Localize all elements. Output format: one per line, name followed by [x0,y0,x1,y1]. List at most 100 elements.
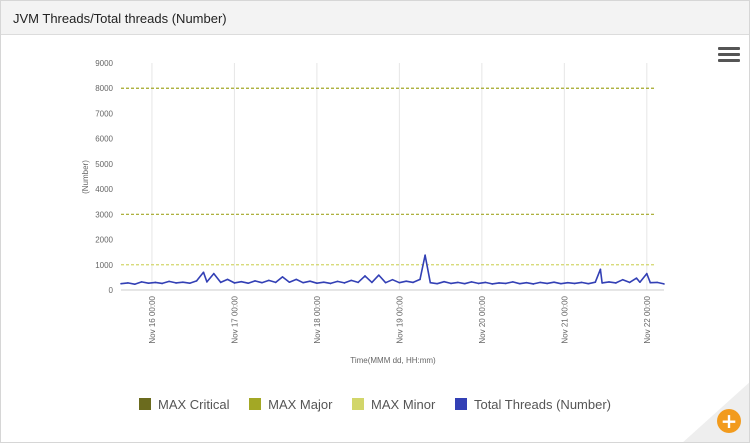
legend-swatch [138,398,151,410]
data-point [295,278,298,281]
data-point [532,283,535,285]
legend-item-max-critical[interactable]: MAX Critical [138,397,230,412]
data-point [599,268,602,271]
data-point [147,282,150,284]
zoom-symbol: + [720,409,738,433]
y-tick-label: 7000 [95,109,113,118]
x-tick-label: Nov 21 00:00 [560,295,569,343]
data-point [463,282,466,285]
data-point [350,279,353,282]
data-point [649,281,652,284]
data-point [233,282,236,284]
data-point [202,271,205,274]
data-point [635,277,638,279]
data-point [281,276,284,278]
data-point [154,281,157,284]
data-point [240,280,243,283]
y-tick-label: 6000 [95,135,113,144]
data-point [247,282,249,284]
data-point [127,282,129,284]
data-point [518,282,521,285]
data-point [161,282,164,285]
x-tick-label: Nov 18 00:00 [313,295,322,343]
data-point [587,282,590,285]
x-tick-label: Nov 22 00:00 [643,295,652,343]
y-tick-label: 5000 [95,160,113,169]
data-point [615,282,617,284]
data-point [182,281,184,283]
legend-label: Total Threads (Number) [473,397,612,412]
data-point [267,279,270,282]
legend-swatch [352,398,365,410]
y-tick-label: 1000 [95,261,113,270]
data-point [491,283,493,285]
data-point [168,280,170,283]
data-point [357,281,359,284]
y-tick-label: 9000 [95,59,113,68]
data-point [450,282,452,285]
legend-label: MAX Minor [371,397,436,412]
data-point [443,280,445,283]
legend-item-total-threads[interactable]: Total Threads (Number) [454,397,612,412]
y-tick-label: 3000 [95,210,113,219]
data-point [646,272,648,275]
data-point [566,281,569,284]
y-tick-label: 4000 [95,185,113,194]
data-point [219,281,222,284]
data-point [663,283,665,285]
data-point [553,281,555,283]
data-point [329,282,332,285]
data-point [274,281,277,284]
legend-item-max-major[interactable]: MAX Major [249,397,332,412]
data-point [628,281,631,284]
threshold-lines [121,87,654,266]
data-point [419,278,421,281]
y-tick-label: 2000 [95,236,113,245]
data-point [621,278,624,281]
chart-grid [151,63,648,290]
panel-title: JVM Threads/Total threads (Number) [13,11,227,26]
zoom-in-icon[interactable]: + [717,409,741,433]
data-point [212,272,215,275]
legend-item-max-minor[interactable]: MAX Minor [352,397,435,412]
data-point [384,281,387,284]
data-point [498,282,500,284]
data-point [195,280,198,282]
legend-swatch [249,398,262,410]
data-point [594,281,597,283]
data-point [377,274,380,276]
data-point [412,281,414,284]
data-point [484,281,487,284]
data-point [639,281,641,283]
data-point [226,278,229,281]
data-point [254,280,256,282]
data-point [429,281,432,284]
y-axis: 0 1000 2000 3000 4000 5000 6000 7000 8000 9000 [95,59,113,295]
data-point [288,281,291,283]
data-point [546,282,548,285]
x-tick-label: Nov 20 00:00 [478,295,487,343]
data-point [580,281,583,284]
data-point [120,282,122,285]
data-point [343,282,346,284]
data-point [436,282,438,285]
x-tick-label: Nov 16 00:00 [148,295,157,343]
hamburger-menu-icon[interactable] [718,47,740,65]
data-point [302,281,304,284]
data-point [505,282,507,285]
data-point [525,281,528,284]
x-axis: Nov 16 00:00 Nov 17 00:00 Nov 18 00:00 Nov … [121,289,664,344]
data-point [511,281,514,283]
series-layer [120,254,665,285]
data-point [424,254,426,256]
data-point [364,275,366,277]
x-tick-label: Nov 19 00:00 [395,295,404,343]
line-chart: 0 1000 2000 3000 4000 5000 6000 7000 8000 9000 No… [81,59,665,365]
x-axis-label: Time(MMM dd, HH:mm) [350,356,436,365]
data-point [539,281,542,284]
data-point [560,282,562,285]
chart-legend: MAX Critical MAX Major MAX Minor Total T… [1,397,749,412]
legend-swatch [454,398,467,410]
data-point [405,280,408,282]
